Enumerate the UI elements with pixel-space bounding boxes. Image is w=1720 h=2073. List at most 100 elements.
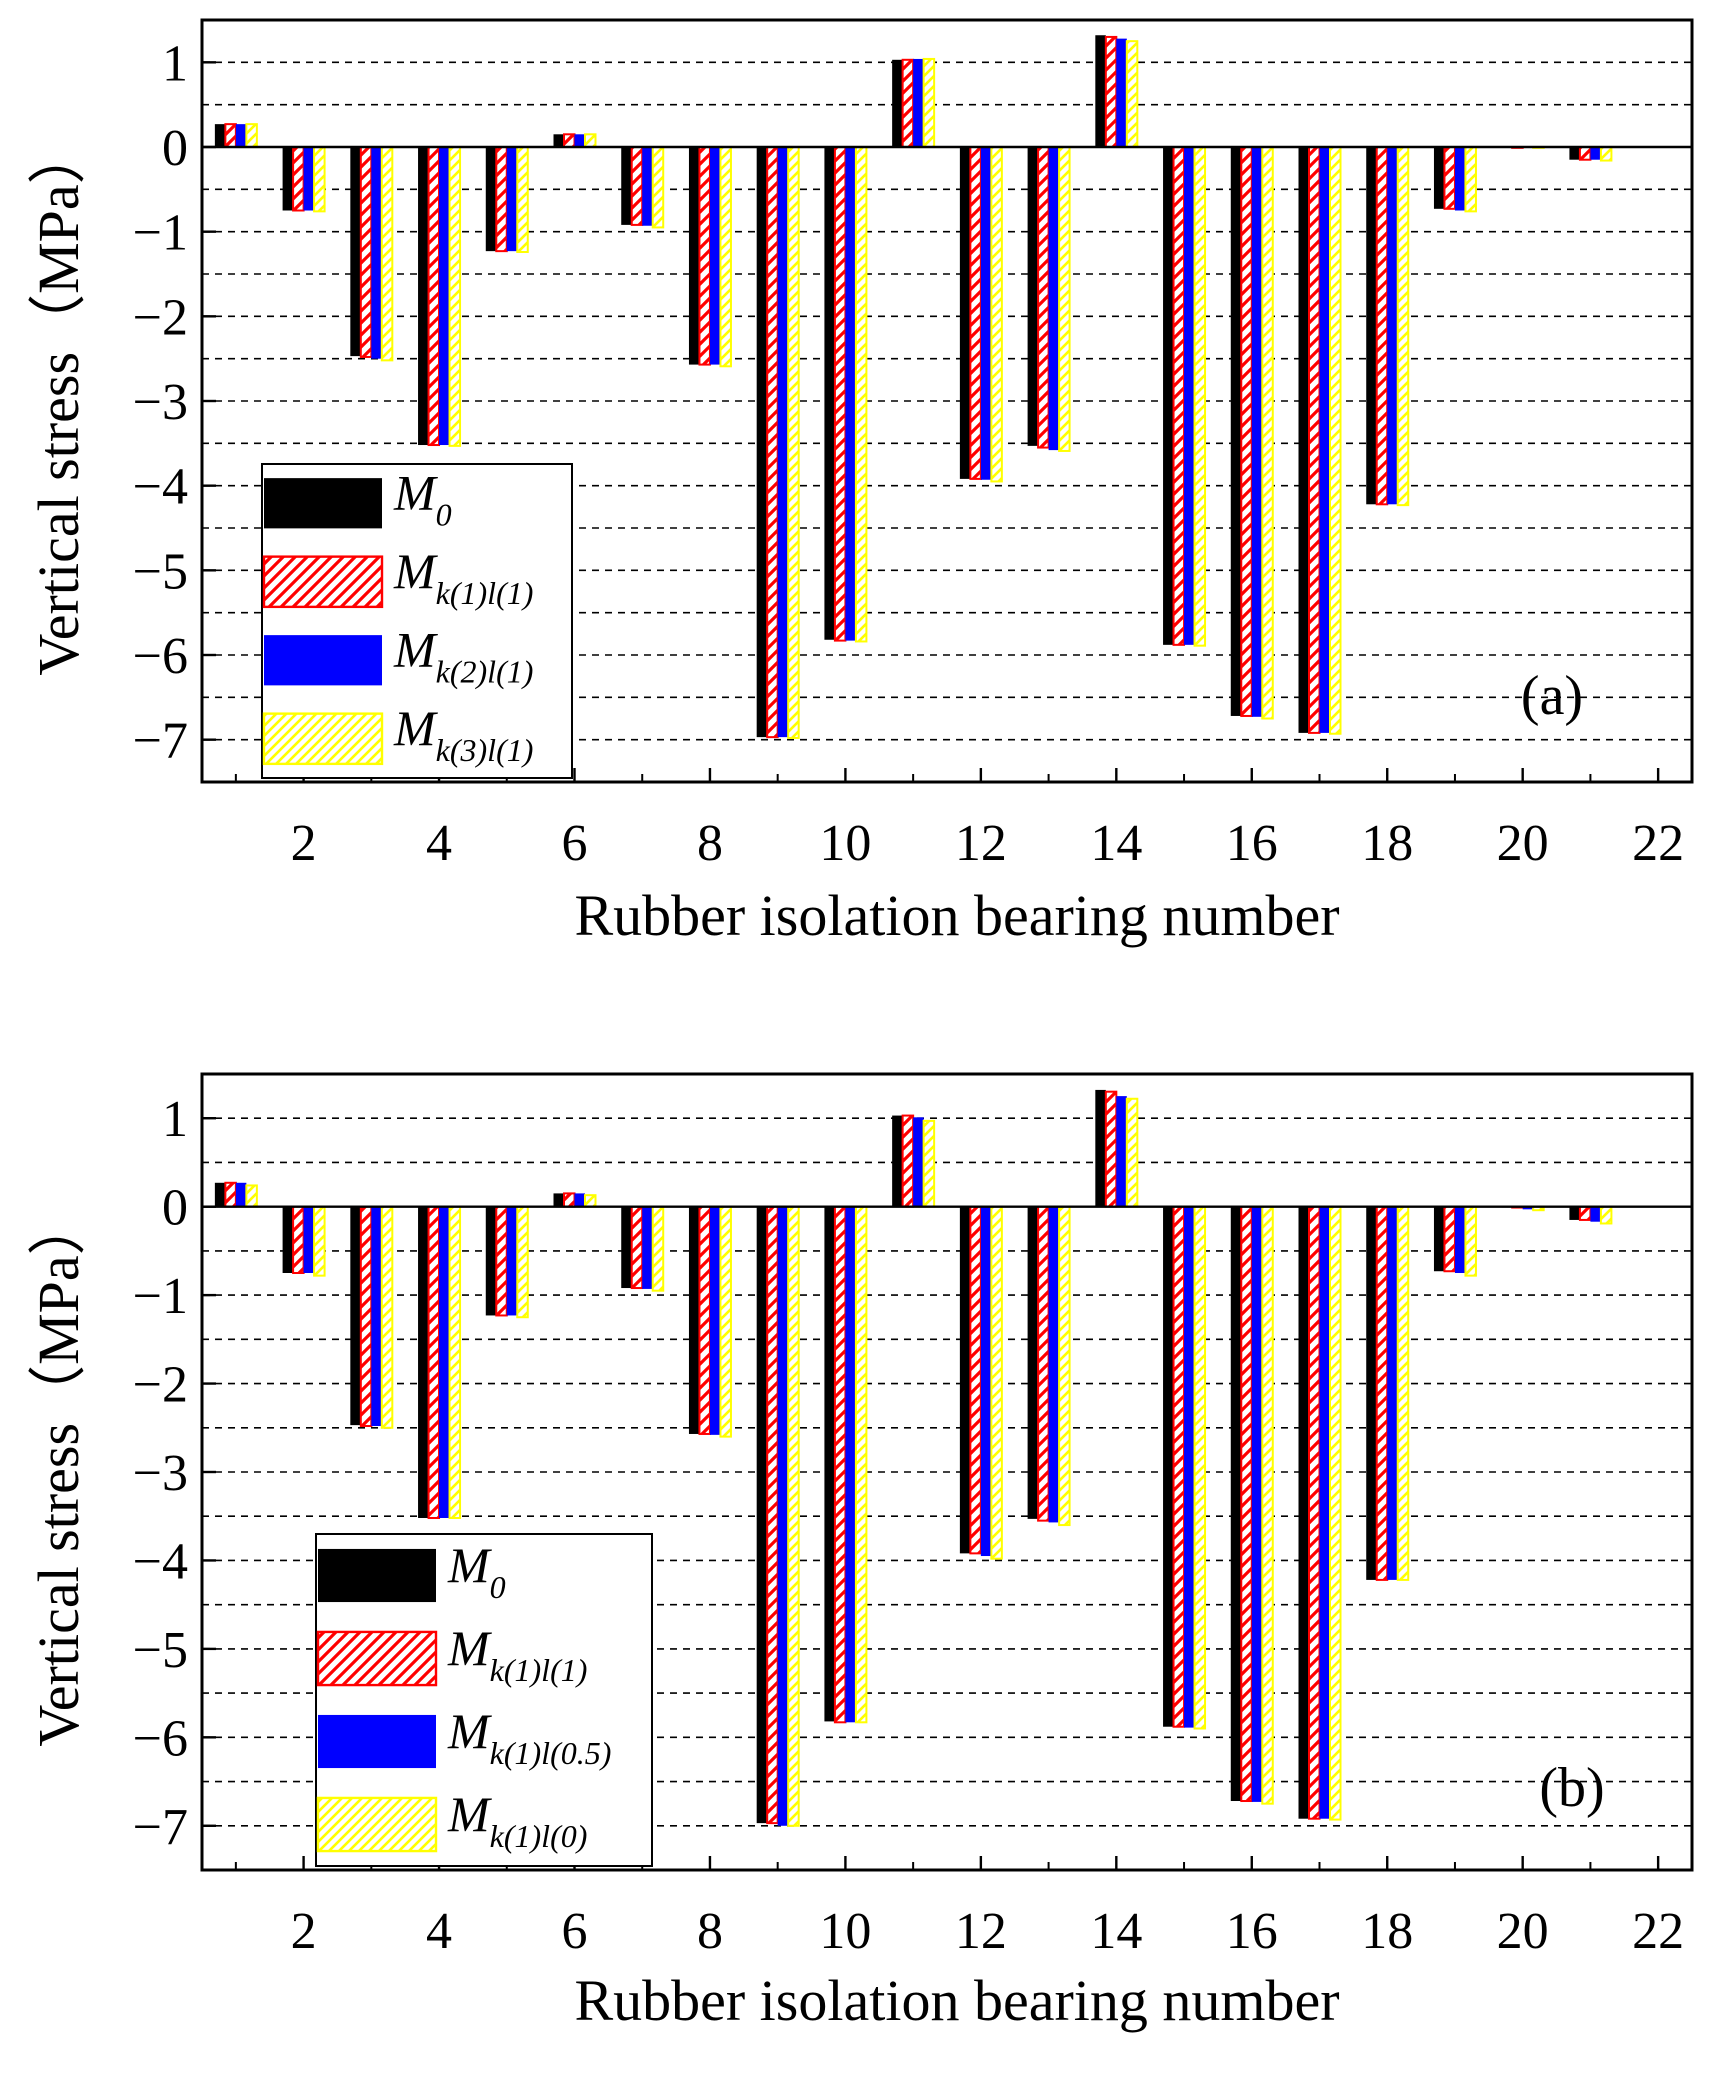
bar-M0-11: [892, 1115, 903, 1207]
legend-label-Mk(1)l(1): Mk(1)l(1): [393, 543, 533, 611]
bar-M0-10: [824, 147, 835, 640]
bar-Mk(1)l(0.5)-4: [439, 1206, 450, 1518]
bar-Mk(1)l(1)-4: [427, 146, 441, 447]
bar-M0-12: [959, 147, 971, 479]
bar-Mk(1)l(1)-16: [1240, 146, 1253, 717]
bar-M0-15: [1163, 147, 1174, 645]
bar-Mk(1)l(1)-8: [698, 1205, 711, 1435]
bar-M0-4: [418, 1206, 429, 1518]
bars: [214, 1089, 1613, 1827]
bar-Mk(1)l(1)-12: [969, 146, 982, 480]
bar-Mk(1)l(1)-19: [1443, 1205, 1456, 1273]
legend-swatch-Mk(3)l(1): [262, 712, 384, 766]
bar-Mk(2)l(1)-19: [1454, 147, 1466, 211]
bar-Mk(3)l(1)-1: [245, 123, 258, 148]
bar-Mk(1)l(0)-4: [448, 1205, 462, 1519]
bar-Mk(2)l(1)-17: [1319, 147, 1330, 733]
y-tick-label: −4: [133, 1533, 188, 1590]
bar-Mk(1)l(1)-4: [427, 1205, 441, 1519]
bar-Mk(3)l(1)-15: [1193, 146, 1207, 647]
bar-Mk(3)l(1)-13: [1058, 146, 1071, 452]
y-tick-label: −7: [133, 1799, 188, 1856]
x-axis-label: Rubber isolation bearing number: [574, 883, 1339, 948]
x-tick-label: 20: [1497, 815, 1549, 872]
legend-swatch-M0: [318, 1548, 436, 1603]
bar-Mk(1)l(1)-11: [901, 58, 915, 148]
bar-Mk(1)l(0.5)-6: [574, 1193, 585, 1207]
bar-Mk(1)l(0.5)-17: [1319, 1206, 1330, 1819]
bar-Mk(1)l(0.5)-7: [642, 1206, 653, 1289]
bar-Mk(1)l(0.5)-9: [777, 1206, 789, 1826]
bar-Mk(1)l(0.5)-20: [1522, 1206, 1534, 1210]
y-tick-label: −5: [133, 1622, 188, 1679]
y-tick-label: −3: [133, 1445, 188, 1502]
x-tick-label: 6: [562, 1903, 588, 1960]
legend-label-Mk(1)l(0.5): Mk(1)l(0.5): [447, 1703, 611, 1771]
bar-M0-8: [688, 1206, 700, 1434]
bar-M0-3: [350, 147, 361, 357]
bar-Mk(1)l(0.5)-5: [506, 1206, 518, 1316]
bar-M0-15: [1163, 1206, 1174, 1727]
bar-Mk(1)l(0.5)-18: [1387, 1206, 1398, 1580]
x-tick-label: 22: [1632, 1903, 1684, 1960]
bar-M0-18: [1366, 1206, 1377, 1580]
y-axis-label: Vertical stress（MPa）: [26, 126, 91, 675]
legend-swatch-Mk(1)l(0): [316, 1796, 438, 1853]
bar-Mk(3)l(1)-7: [651, 146, 665, 229]
bar-Mk(1)l(1)-9: [766, 1205, 779, 1825]
legend: M0 Mk(1)l(1) Mk(1)l(0.5) Mk(1)l(0): [315, 1533, 653, 1867]
bar-Mk(2)l(1)-9: [777, 147, 789, 738]
x-tick-label: 22: [1632, 815, 1684, 872]
bar-Mk(1)l(0.5)-11: [913, 1117, 924, 1207]
bar-M0-16: [1230, 1206, 1242, 1802]
y-axis-label: Vertical stress（MPa）: [26, 1197, 91, 1746]
x-tick-label: 12: [955, 815, 1007, 872]
x-tick-label: 18: [1361, 815, 1413, 872]
bar-Mk(1)l(1)-6: [563, 1192, 576, 1208]
bar-Mk(1)l(1)-1: [224, 123, 237, 148]
bar-Mk(2)l(1)-6: [574, 134, 585, 147]
bar-M0-4: [418, 147, 429, 446]
x-axis-label: Rubber isolation bearing number: [574, 1968, 1339, 2033]
bar-Mk(3)l(1)-19: [1464, 146, 1477, 213]
bar-Mk(1)l(0.5)-12: [980, 1206, 992, 1557]
bar-Mk(3)l(1)-17: [1328, 146, 1342, 735]
y-tick-label: −2: [133, 1357, 188, 1414]
bar-M0-21: [1569, 1206, 1580, 1220]
bar-Mk(1)l(1)-11: [901, 1114, 915, 1208]
bar-Mk(1)l(1)-7: [630, 1205, 644, 1290]
x-tick-label: 12: [955, 1903, 1007, 1960]
bar-Mk(1)l(0)-11: [922, 1119, 936, 1208]
bar-Mk(1)l(0)-6: [583, 1194, 597, 1208]
y-tick-label: −1: [133, 1268, 188, 1325]
bar-Mk(1)l(0)-3: [380, 1205, 394, 1429]
bar-Mk(3)l(1)-5: [516, 146, 529, 253]
x-tick-label: 10: [819, 1903, 871, 1960]
bar-Mk(2)l(1)-8: [709, 147, 721, 365]
bar-Mk(1)l(0.5)-14: [1116, 1096, 1127, 1207]
bar-Mk(2)l(1)-12: [980, 147, 992, 480]
y-tick-label: −1: [133, 205, 188, 262]
bar-Mk(1)l(1)-3: [359, 1205, 373, 1428]
bar-M0-2: [282, 1206, 294, 1273]
bar-M0-16: [1230, 147, 1242, 716]
x-tick-label: 8: [697, 815, 723, 872]
bar-Mk(1)l(1)-15: [1172, 146, 1186, 646]
legend-label-Mk(1)l(0): Mk(1)l(0): [447, 1786, 587, 1854]
bar-Mk(2)l(1)-2: [303, 147, 315, 211]
bar-Mk(2)l(1)-13: [1048, 147, 1060, 451]
bar-Mk(2)l(1)-5: [506, 147, 518, 252]
bar-Mk(3)l(1)-21: [1599, 146, 1613, 162]
y-tick-label: −2: [133, 289, 188, 346]
bar-Mk(3)l(1)-14: [1125, 40, 1139, 149]
bar-M0-3: [350, 1206, 361, 1426]
legend-swatch-Mk(1)l(0.5): [318, 1714, 436, 1769]
bar-Mk(3)l(1)-9: [787, 146, 800, 739]
bar-M0-13: [1027, 147, 1039, 446]
bar-Mk(1)l(0)-15: [1193, 1205, 1207, 1730]
bar-Mk(1)l(1)-19: [1443, 146, 1456, 210]
bar-Mk(1)l(0)-17: [1328, 1205, 1342, 1821]
legend-label-Mk(2)l(1): Mk(2)l(1): [393, 622, 533, 690]
bar-Mk(3)l(1)-8: [719, 146, 732, 368]
